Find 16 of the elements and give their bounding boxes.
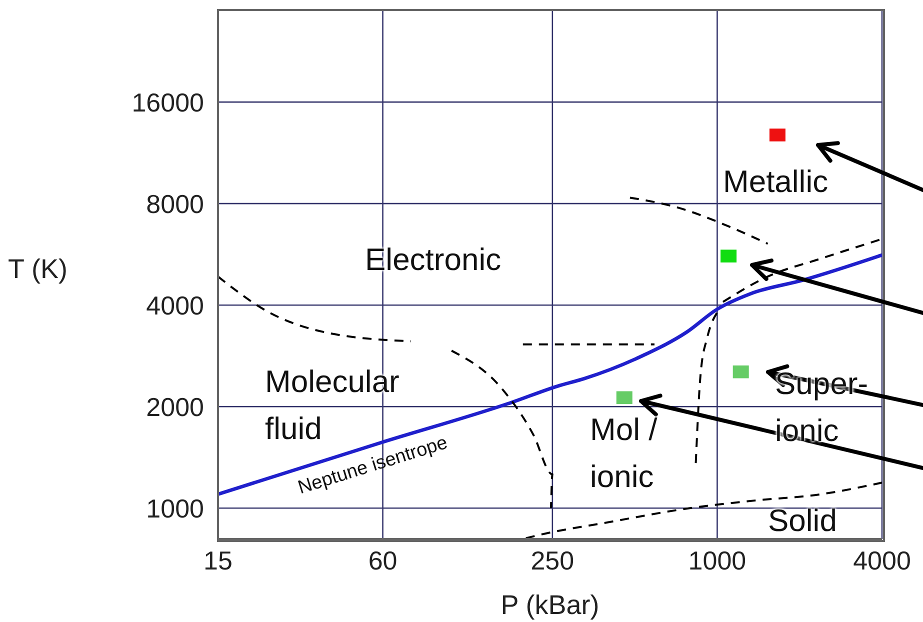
x-tick-label: 15 <box>204 545 232 576</box>
annotation: Solid <box>768 502 837 540</box>
annotation: Metallic <box>723 163 828 201</box>
line-series <box>694 311 718 464</box>
y-tick-label: 4000 <box>146 290 204 320</box>
y-tick-label: 16000 <box>132 87 204 118</box>
x-tick-label: 250 <box>530 545 574 576</box>
annotation: Mol / ionic <box>590 411 658 496</box>
x-tick-label: 4000 <box>853 545 911 576</box>
y-tick-label: 2000 <box>146 392 204 422</box>
x-tick-label: 60 <box>368 545 398 576</box>
y-tick-label: 1000 <box>146 493 204 524</box>
y-tick-label: 8000 <box>146 188 204 219</box>
x-tick-label: 1000 <box>688 545 746 576</box>
y-axis-title: T (K) <box>8 254 68 284</box>
x-axis-title: P (kBar) <box>500 590 600 620</box>
